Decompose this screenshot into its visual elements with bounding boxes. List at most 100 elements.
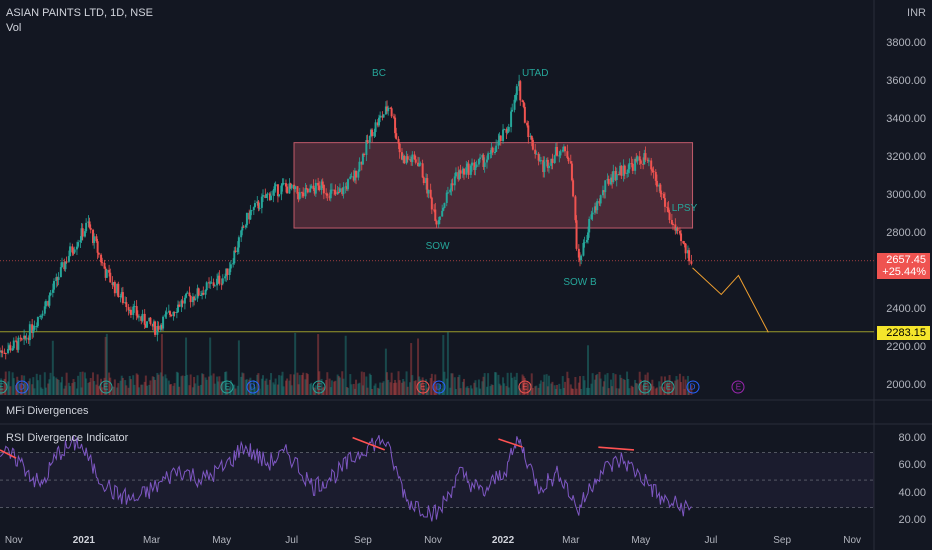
event-marker[interactable]: D: [15, 380, 29, 394]
candle-body: [338, 188, 341, 193]
volume-bar: [562, 387, 565, 395]
volume-bar: [51, 340, 54, 395]
candle-body: [205, 282, 208, 291]
event-marker[interactable]: E: [731, 380, 745, 394]
volume-bar: [513, 376, 516, 395]
candle-body: [574, 196, 577, 221]
candle-body: [317, 182, 320, 186]
candle-body: [3, 352, 6, 354]
volume-bar: [682, 376, 685, 395]
candle-body: [451, 183, 454, 186]
volume-bar: [570, 388, 573, 395]
candle-body: [614, 171, 617, 181]
volume-bar: [72, 379, 75, 395]
candle-body: [117, 283, 120, 297]
candle-body: [457, 172, 460, 180]
candle-body: [414, 159, 417, 163]
volume-bar: [593, 379, 596, 395]
candle-body: [644, 153, 647, 160]
volume-bar: [116, 387, 119, 395]
candle-body: [208, 282, 211, 284]
volume-bar: [117, 383, 120, 395]
event-marker[interactable]: E: [661, 380, 675, 394]
price-tick-label: 2000.00: [886, 378, 926, 391]
time-tick-label: May: [631, 535, 651, 546]
volume-bar: [132, 375, 135, 395]
event-marker[interactable]: E: [312, 380, 326, 394]
volume-bar: [7, 381, 10, 395]
volume-bar: [491, 384, 494, 395]
event-marker[interactable]: D: [432, 380, 446, 394]
candle-body: [578, 257, 581, 261]
candle-body: [519, 81, 522, 101]
volume-bar: [659, 386, 662, 395]
event-marker[interactable]: D: [246, 380, 260, 394]
volume-bar: [326, 372, 329, 395]
symbol-title[interactable]: ASIAN PAINTS LTD, 1D, NSE: [6, 7, 153, 19]
event-marker[interactable]: E: [99, 380, 113, 394]
rsi-divergence-line: [0, 449, 17, 459]
candle-body: [374, 122, 377, 133]
candle-body: [596, 201, 599, 211]
rsi-pane-label[interactable]: RSI Divergence Indicator: [6, 432, 129, 444]
currency-label: INR: [907, 7, 926, 19]
candle-body: [119, 295, 122, 297]
candle-body: [675, 228, 678, 231]
volume-bar: [683, 388, 686, 395]
candle-body: [387, 107, 390, 112]
candle-body: [282, 183, 285, 185]
candle-body: [144, 324, 147, 328]
volume-bar: [129, 379, 132, 395]
candle-body: [379, 115, 382, 118]
candle-body: [526, 122, 529, 126]
volume-bar: [136, 374, 139, 395]
event-marker[interactable]: D: [686, 380, 700, 394]
candle-body: [583, 242, 586, 244]
volume-label[interactable]: Vol: [6, 22, 22, 34]
volume-bar: [104, 336, 107, 395]
volume-bar: [429, 378, 432, 395]
candle-body: [355, 170, 358, 178]
candle-body: [132, 306, 135, 315]
volume-bar: [394, 379, 397, 395]
volume-bar: [40, 387, 43, 395]
volume-bar: [49, 372, 52, 395]
candle-body: [25, 337, 28, 339]
event-marker[interactable]: E: [220, 380, 234, 394]
candle-body: [588, 218, 591, 233]
candle-body: [280, 185, 283, 195]
volume-bar: [451, 373, 454, 395]
candle-body: [248, 212, 251, 220]
candle-body: [328, 195, 331, 199]
volume-bar: [623, 379, 626, 395]
volume-bar: [636, 383, 639, 395]
candle-body: [587, 232, 590, 240]
price-tick-label: 3600.00: [886, 74, 926, 87]
candle-body: [643, 153, 646, 165]
time-tick-label: 2021: [72, 535, 95, 546]
event-marker[interactable]: E: [416, 380, 430, 394]
candle-body: [19, 337, 22, 339]
event-marker[interactable]: E: [518, 380, 532, 394]
candle-body: [330, 189, 333, 191]
volume-bar: [242, 373, 245, 395]
volume-bar: [505, 386, 508, 395]
volume-bar: [112, 386, 115, 395]
candle-body: [253, 203, 256, 208]
volume-bar: [609, 379, 612, 395]
candle-body: [350, 176, 353, 178]
candle-body: [639, 160, 642, 164]
volume-bar: [411, 375, 414, 395]
volume-bar: [141, 384, 144, 395]
candle-body: [314, 182, 317, 194]
volume-bar: [278, 375, 281, 395]
candle-body: [148, 317, 151, 322]
candle-body: [461, 168, 464, 174]
mfi-pane-label[interactable]: MFi Divergences: [6, 405, 89, 417]
volume-bar: [88, 381, 91, 395]
event-marker[interactable]: E: [638, 380, 652, 394]
candle-body: [688, 250, 691, 262]
volume-bar: [566, 371, 569, 395]
candle-body: [599, 195, 602, 204]
